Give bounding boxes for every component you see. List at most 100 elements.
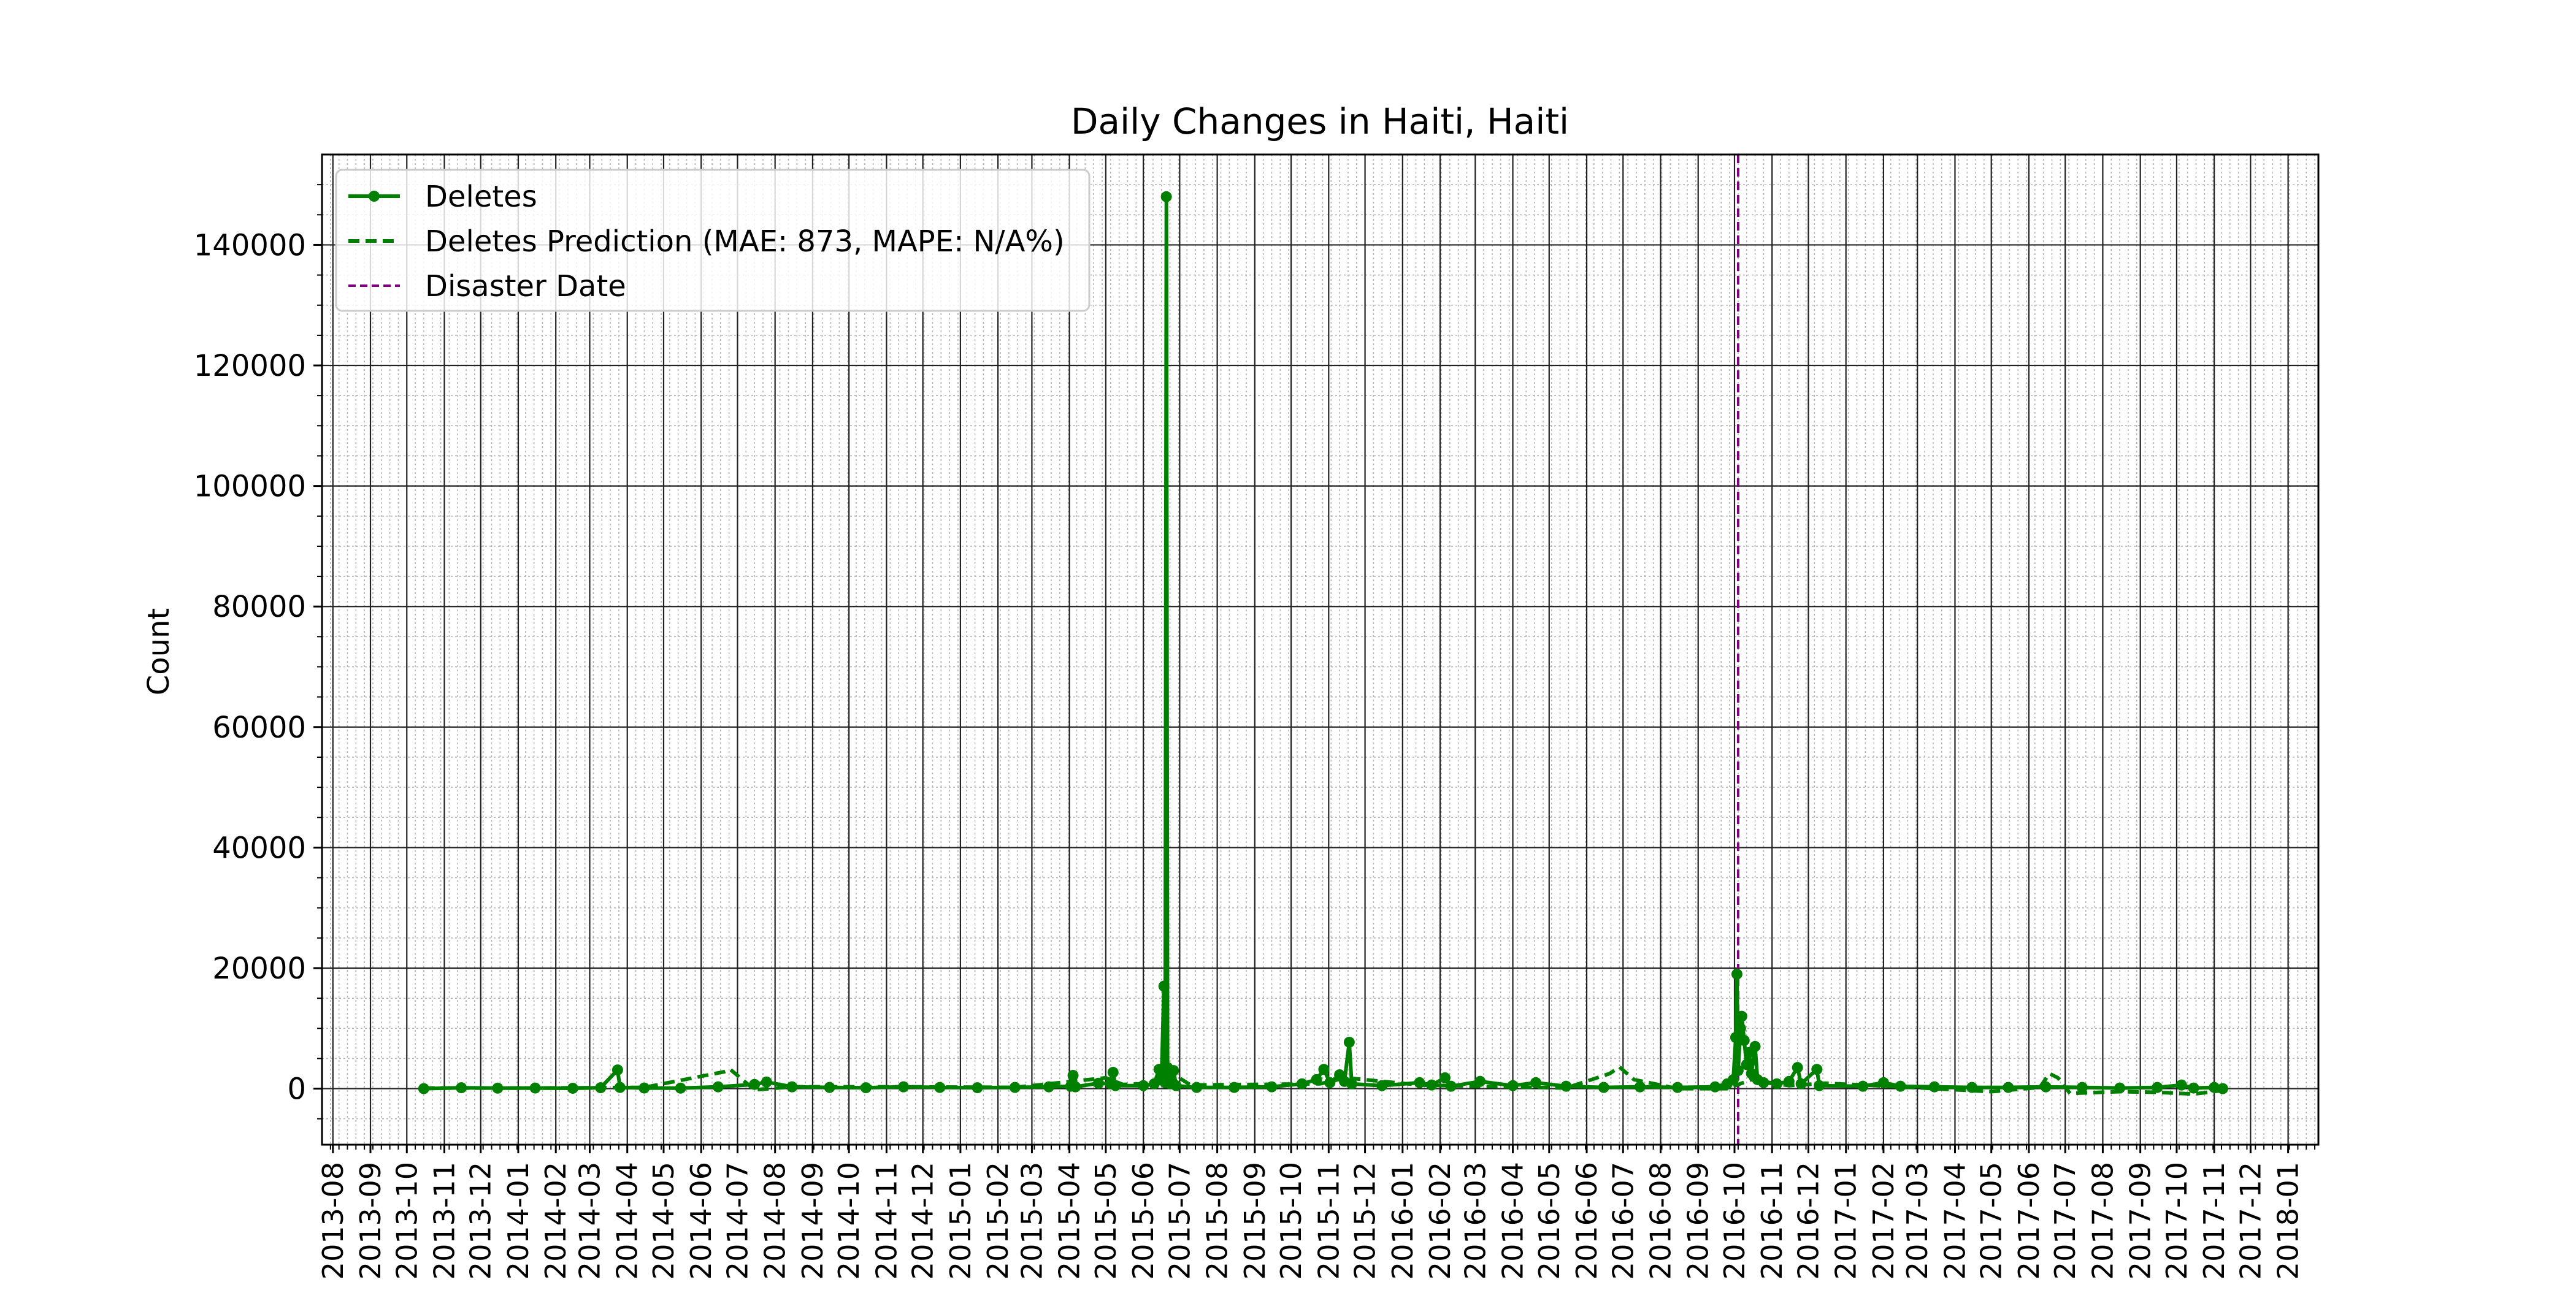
x-tick-label: 2013-09 (354, 1162, 387, 1280)
deletes-data-point (611, 1064, 623, 1076)
deletes-data-point (1067, 1069, 1079, 1081)
deletes-data-point (1507, 1080, 1519, 1091)
x-tick-label: 2016-06 (1570, 1162, 1603, 1280)
x-tick-label: 2014-11 (870, 1162, 903, 1280)
x-tick-label: 2016-07 (1606, 1162, 1639, 1280)
x-tick-label: 2016-03 (1459, 1162, 1492, 1280)
x-tick-label: 2017-10 (2160, 1162, 2193, 1280)
deletes-data-point (1229, 1082, 1240, 1093)
deletes-data-point (1735, 1023, 1746, 1034)
plot-frame (321, 153, 2320, 1146)
deletes-data-point (1426, 1079, 1438, 1091)
deletes-data-point (1728, 1074, 1739, 1085)
deletes-data-point (1009, 1082, 1021, 1093)
x-tick-label: 2017-11 (2198, 1162, 2231, 1280)
y-tick-label: 80000 (212, 590, 306, 624)
x-tick-label: 2016-12 (1792, 1162, 1825, 1280)
x-tick-label: 2016-10 (1718, 1162, 1751, 1280)
x-tick-label: 2016-09 (1682, 1162, 1715, 1280)
deletes-data-point (1783, 1075, 1795, 1087)
y-tick-label: 40000 (212, 831, 306, 865)
x-tick-label: 2017-05 (1975, 1162, 2008, 1280)
deletes-data-point (786, 1081, 798, 1093)
x-tick-label: 2017-06 (2012, 1162, 2045, 1280)
deletes-data-point (1795, 1078, 1807, 1090)
deletes-data-point (1560, 1080, 1572, 1092)
deletes-data-point (761, 1076, 772, 1088)
x-tick-label: 2017-08 (2086, 1162, 2119, 1280)
deletes-data-point (1296, 1078, 1308, 1090)
deletes-data-point (2076, 1082, 2088, 1093)
deletes-data-point (824, 1082, 835, 1093)
deletes-data-point (1732, 1065, 1744, 1077)
deletes-data-point (1738, 1034, 1750, 1046)
x-tick-label: 2015-03 (1015, 1162, 1048, 1280)
y-tick-label: 60000 (212, 711, 306, 745)
deletes-data-point (972, 1082, 983, 1094)
x-tick-label: 2015-08 (1201, 1162, 1234, 1280)
deletes-data-point (1160, 191, 1172, 202)
deletes-data-point (712, 1081, 724, 1093)
x-tick-label: 2014-05 (647, 1162, 680, 1280)
x-tick-label: 2016-11 (1755, 1162, 1788, 1280)
x-tick-label: 2013-11 (428, 1162, 461, 1280)
deletes-data-point (2003, 1082, 2014, 1093)
deletes-data-point (2114, 1082, 2126, 1094)
deletes-data-point (1530, 1077, 1542, 1088)
x-tick-label: 2013-12 (464, 1162, 497, 1280)
legend-box (335, 169, 1091, 312)
x-tick-label: 2015-09 (1238, 1162, 1271, 1280)
deletes-data-point (749, 1078, 761, 1090)
deletes-data-point (2209, 1082, 2220, 1093)
deletes-data-point (595, 1082, 607, 1094)
deletes-data-point (1138, 1080, 1149, 1091)
deletes-data-point (1168, 1065, 1179, 1077)
x-tick-label: 2014-02 (539, 1162, 572, 1280)
deletes-data-point (2188, 1082, 2199, 1094)
x-tick-label: 2014-06 (684, 1162, 718, 1280)
legend-label: Disaster Date (425, 269, 626, 303)
deletes-data-point (2217, 1083, 2228, 1094)
y-tick-label: 140000 (194, 228, 306, 262)
x-tick-label: 2014-12 (907, 1162, 940, 1280)
x-tick-label: 2015-04 (1053, 1162, 1086, 1280)
x-tick-label: 2017-09 (2124, 1162, 2157, 1280)
deletes-data-point (1346, 1078, 1357, 1090)
deletes-data-point (2175, 1079, 2187, 1091)
deletes-data-point (529, 1082, 541, 1094)
grid-layer (322, 155, 2318, 1145)
y-tick-label: 100000 (194, 470, 306, 504)
deletes-data-point (1771, 1078, 1783, 1090)
deletes-data-point (1736, 1010, 1747, 1022)
deletes-data-point (1153, 1064, 1165, 1075)
legend-marker-deletes (369, 191, 380, 202)
deletes-data-point (1672, 1082, 1684, 1093)
deletes-data-point (567, 1082, 578, 1094)
axes-layer: 0 20000 40000 60000 80000 100000 120000 140000 2… (194, 153, 2320, 1280)
x-tick-label: 2015-07 (1163, 1162, 1196, 1280)
deletes-data-point (1709, 1081, 1721, 1093)
deletes-data-point (456, 1082, 467, 1094)
deletes-data-point (1318, 1064, 1330, 1075)
chart-title: Daily Changes in Haiti, Haiti (1071, 101, 1569, 142)
x-tick-label: 2017-02 (1867, 1162, 1900, 1280)
deletes-data-point (1741, 1059, 1752, 1071)
x-tick-label: 2015-12 (1349, 1162, 1382, 1280)
x-tick-label: 2016-05 (1533, 1162, 1566, 1280)
x-tick-label: 2014-03 (573, 1162, 607, 1280)
deletes-data-point (934, 1082, 946, 1093)
deletes-data-point (1170, 1080, 1182, 1091)
x-tick-label: 2014-09 (796, 1162, 829, 1280)
deletes-data-point (1191, 1082, 1203, 1093)
deletes-data-point (675, 1082, 686, 1094)
x-tick-label: 2014-08 (759, 1162, 792, 1280)
deletes-data-point (1107, 1067, 1119, 1078)
deletes-data-point (1043, 1081, 1055, 1093)
x-tick-label: 2015-11 (1312, 1162, 1345, 1280)
y-tick-label: 120000 (194, 349, 306, 383)
x-tick-label: 2013-10 (390, 1162, 423, 1280)
deletes-data-point (1811, 1064, 1823, 1075)
deletes-data-point (1966, 1082, 1978, 1093)
